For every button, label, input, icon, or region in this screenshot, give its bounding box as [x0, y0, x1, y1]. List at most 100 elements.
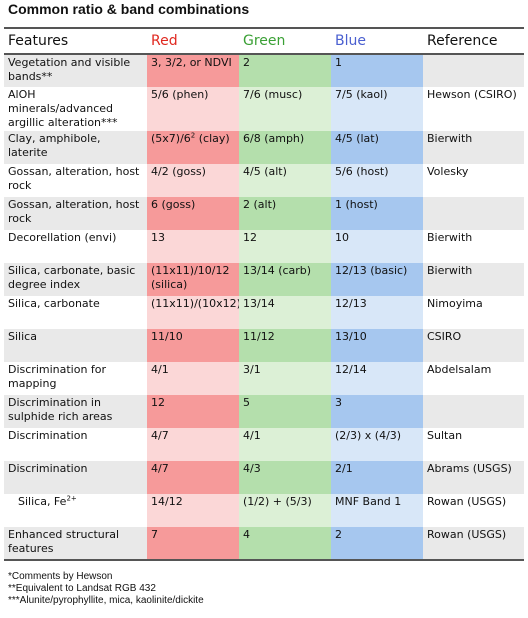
green-cell: 12: [239, 230, 331, 263]
red-cell: 13: [147, 230, 239, 263]
table-row: AlOH minerals/advanced argillic alterati…: [4, 87, 524, 131]
footnote: ***Alunite/pyrophyllite, mica, kaolinite…: [8, 595, 204, 606]
red-cell: (11x11)/(10x12): [147, 296, 239, 329]
table-header-row: Features Red Green Blue Reference: [4, 27, 524, 55]
reference-cell: Hewson (CSIRO): [423, 87, 524, 131]
footnote: **Equivalent to Landsat RGB 432: [8, 583, 156, 594]
green-cell: 4/1: [239, 428, 331, 461]
feature-cell: Silica: [4, 329, 147, 362]
blue-cell: 3: [331, 395, 423, 428]
reference-cell: Abrams (USGS): [423, 461, 524, 494]
red-formula: (5x7)/6: [151, 132, 191, 145]
table-row: Vegetation and visible bands** 3, 3/2, o…: [4, 54, 524, 87]
header-reference: Reference: [423, 27, 524, 55]
reference-cell: [423, 395, 524, 428]
blue-cell: 1: [331, 54, 423, 87]
table-row: Gossan, alteration, host rock 4/2 (goss)…: [4, 164, 524, 197]
footnotes: *Comments by Hewson **Equivalent to Land…: [8, 571, 204, 607]
blue-cell: (2/3) x (4/3): [331, 428, 423, 461]
table-row: Discrimination in sulphide rich areas 12…: [4, 395, 524, 428]
red-formula-tail: (clay): [195, 132, 230, 145]
reference-cell: Sultan: [423, 428, 524, 461]
blue-cell: 10: [331, 230, 423, 263]
reference-cell: Bierwith: [423, 131, 524, 164]
green-cell: 5: [239, 395, 331, 428]
band-combination-table: Features Red Green Blue Reference Vegeta…: [4, 27, 524, 561]
header-red: Red: [147, 27, 239, 55]
red-cell: 4/2 (goss): [147, 164, 239, 197]
blue-cell: 2: [331, 527, 423, 561]
red-cell: (5x7)/62 (clay): [147, 131, 239, 164]
green-cell: 2 (alt): [239, 197, 331, 230]
green-cell: 2: [239, 54, 331, 87]
table-row: Decorellation (envi) 13 12 10 Bierwith: [4, 230, 524, 263]
feature-cell: Discrimination: [4, 461, 147, 494]
blue-cell: 12/13 (basic): [331, 263, 423, 296]
table-row: Gossan, alteration, host rock 6 (goss) 2…: [4, 197, 524, 230]
green-cell: 6/8 (amph): [239, 131, 331, 164]
green-cell: 3/1: [239, 362, 331, 395]
green-cell: 4: [239, 527, 331, 561]
reference-cell: [423, 197, 524, 230]
feature-text: Silica, Fe: [18, 495, 67, 508]
feature-cell: Silica, Fe2+: [4, 494, 147, 527]
feature-cell: Vegetation and visible bands**: [4, 54, 147, 87]
green-cell: 7/6 (musc): [239, 87, 331, 131]
red-cell: 4/7: [147, 428, 239, 461]
table-row: Clay, amphibole, laterite (5x7)/62 (clay…: [4, 131, 524, 164]
blue-cell: 4/5 (lat): [331, 131, 423, 164]
feature-cell: Silica, carbonate: [4, 296, 147, 329]
blue-cell: 7/5 (kaol): [331, 87, 423, 131]
table-row: Silica, carbonate (11x11)/(10x12) 13/14 …: [4, 296, 524, 329]
header-green: Green: [239, 27, 331, 55]
reference-cell: Abdelsalam: [423, 362, 524, 395]
blue-cell: MNF Band 1: [331, 494, 423, 527]
reference-cell: Bierwith: [423, 230, 524, 263]
table-row: Silica 11/10 11/12 13/10 CSIRO: [4, 329, 524, 362]
reference-cell: Volesky: [423, 164, 524, 197]
red-cell: 3, 3/2, or NDVI: [147, 54, 239, 87]
feature-cell: Discrimination for mapping: [4, 362, 147, 395]
feature-superscript: 2+: [66, 494, 77, 503]
header-features: Features: [4, 27, 147, 55]
red-cell: 4/7: [147, 461, 239, 494]
header-blue: Blue: [331, 27, 423, 55]
page-title: Common ratio & band combinations: [8, 1, 250, 17]
red-superscript: 2: [190, 131, 196, 140]
table-row: Silica, carbonate, basic degree index (1…: [4, 263, 524, 296]
blue-cell: 1 (host): [331, 197, 423, 230]
red-cell: 7: [147, 527, 239, 561]
reference-cell: Bierwith: [423, 263, 524, 296]
feature-cell: Decorellation (envi): [4, 230, 147, 263]
red-cell: 5/6 (phen): [147, 87, 239, 131]
green-cell: 4/5 (alt): [239, 164, 331, 197]
table-row: Discrimination for mapping 4/1 3/1 12/14…: [4, 362, 524, 395]
feature-cell: Gossan, alteration, host rock: [4, 197, 147, 230]
feature-cell: Discrimination: [4, 428, 147, 461]
red-cell: 4/1: [147, 362, 239, 395]
feature-cell: AlOH minerals/advanced argillic alterati…: [4, 87, 147, 131]
red-cell: 6 (goss): [147, 197, 239, 230]
red-cell: (11x11)/10/12 (silica): [147, 263, 239, 296]
table-row: Silica, Fe2+ 14/12 (1/2) + (5/3) MNF Ban…: [4, 494, 524, 527]
red-cell: 14/12: [147, 494, 239, 527]
reference-cell: Rowan (USGS): [423, 527, 524, 561]
reference-cell: Nimoyima: [423, 296, 524, 329]
red-cell: 12: [147, 395, 239, 428]
feature-cell: Enhanced structural features: [4, 527, 147, 561]
blue-cell: 5/6 (host): [331, 164, 423, 197]
feature-cell: Gossan, alteration, host rock: [4, 164, 147, 197]
green-cell: 4/3: [239, 461, 331, 494]
reference-cell: Rowan (USGS): [423, 494, 524, 527]
footnote: *Comments by Hewson: [8, 571, 113, 582]
blue-cell: 2/1: [331, 461, 423, 494]
green-cell: 13/14: [239, 296, 331, 329]
green-cell: 11/12: [239, 329, 331, 362]
reference-cell: CSIRO: [423, 329, 524, 362]
reference-cell: [423, 54, 524, 87]
feature-cell: Silica, carbonate, basic degree index: [4, 263, 147, 296]
green-cell: (1/2) + (5/3): [239, 494, 331, 527]
blue-cell: 13/10: [331, 329, 423, 362]
table-row: Discrimination 4/7 4/3 2/1 Abrams (USGS): [4, 461, 524, 494]
blue-cell: 12/14: [331, 362, 423, 395]
